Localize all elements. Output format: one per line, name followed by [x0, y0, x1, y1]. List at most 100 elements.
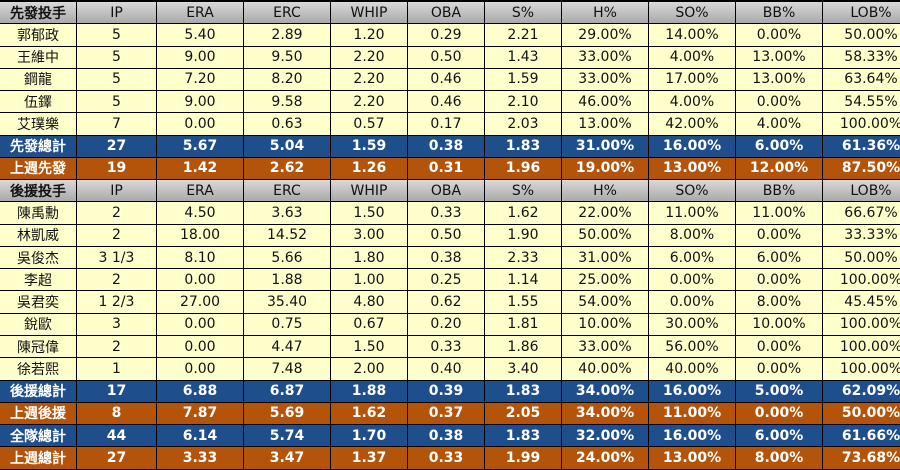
cell-ip: 2 [77, 224, 157, 247]
cell-bb-pct: 0.00% [736, 358, 823, 381]
cell-bb-pct: 0.00% [736, 24, 823, 47]
cell-era: 0.00 [157, 313, 244, 336]
cell-s-pct: 1.55 [485, 291, 562, 314]
pitcher-name-cell: 王維中 [0, 46, 77, 69]
cell-whip: 0.57 [331, 113, 408, 136]
cell-era: 7.20 [157, 68, 244, 92]
cell-lob-pct: 62.09% [823, 380, 900, 403]
cell-bb-pct: 13.00% [736, 68, 823, 92]
column-header-s-pct: S% [485, 180, 562, 203]
cell-s-pct: 1.83 [485, 425, 562, 448]
cell-oba: 0.33 [408, 202, 485, 225]
cell-lob-pct: 63.64% [823, 68, 900, 92]
cell-oba: 0.37 [408, 402, 485, 426]
cell-s-pct: 3.40 [485, 358, 562, 381]
cell-h-pct: 19.00% [562, 157, 649, 181]
cell-whip: 1.80 [331, 246, 408, 270]
column-header-erc: ERC [244, 2, 331, 25]
cell-bb-pct: 10.00% [736, 313, 823, 336]
column-header-so-pct: SO% [649, 180, 736, 203]
cell-h-pct: 31.00% [562, 135, 649, 158]
cell-erc: 2.89 [244, 24, 331, 47]
cell-ip: 5 [77, 91, 157, 114]
cell-h-pct: 54.00% [562, 291, 649, 314]
cell-bb-pct: 13.00% [736, 46, 823, 69]
cell-whip: 3.00 [331, 224, 408, 247]
cell-erc: 2.62 [244, 157, 331, 181]
cell-era: 27.00 [157, 291, 244, 314]
cell-s-pct: 1.43 [485, 46, 562, 69]
cell-so-pct: 6.00% [649, 246, 736, 270]
cell-h-pct: 13.00% [562, 113, 649, 136]
cell-so-pct: 11.00% [649, 202, 736, 225]
cell-whip: 2.20 [331, 46, 408, 69]
cell-erc: 6.87 [244, 380, 331, 403]
cell-erc: 7.48 [244, 358, 331, 381]
cell-s-pct: 1.83 [485, 380, 562, 403]
cell-so-pct: 40.00% [649, 358, 736, 381]
cell-bb-pct: 0.00% [736, 335, 823, 359]
cell-lob-pct: 66.67% [823, 202, 900, 225]
cell-erc: 14.52 [244, 224, 331, 247]
cell-oba: 0.38 [408, 425, 485, 448]
column-header-s-pct: S% [485, 2, 562, 25]
cell-h-pct: 24.00% [562, 447, 649, 470]
cell-lob-pct: 100.00% [823, 358, 900, 381]
cell-ip: 27 [77, 135, 157, 158]
pitcher-name-cell: 徐若熙 [0, 358, 77, 381]
cell-era: 6.14 [157, 425, 244, 448]
column-header-oba: OBA [408, 2, 485, 25]
cell-whip: 1.37 [331, 447, 408, 470]
cell-oba: 0.50 [408, 46, 485, 69]
cell-s-pct: 2.10 [485, 91, 562, 114]
cell-oba: 0.38 [408, 135, 485, 158]
cell-ip: 3 [77, 313, 157, 336]
column-header-ip: IP [77, 180, 157, 203]
pitcher-name-cell: 全隊總計 [0, 425, 77, 448]
cell-ip: 17 [77, 380, 157, 403]
pitcher-name-cell: 李超 [0, 269, 77, 292]
cell-erc: 0.75 [244, 313, 331, 336]
cell-h-pct: 32.00% [562, 425, 649, 448]
pitcher-name-cell: 吳俊杰 [0, 246, 77, 270]
cell-h-pct: 50.00% [562, 224, 649, 247]
column-header-lob-pct: LOB% [823, 2, 900, 25]
cell-oba: 0.39 [408, 380, 485, 403]
cell-h-pct: 34.00% [562, 380, 649, 403]
cell-oba: 0.25 [408, 269, 485, 292]
column-header-h-pct: H% [562, 180, 649, 203]
cell-lob-pct: 50.00% [823, 246, 900, 270]
cell-era: 4.50 [157, 202, 244, 225]
cell-bb-pct: 5.00% [736, 380, 823, 403]
cell-lob-pct: 61.66% [823, 425, 900, 448]
cell-lob-pct: 100.00% [823, 269, 900, 292]
cell-whip: 1.00 [331, 269, 408, 292]
cell-erc: 4.47 [244, 335, 331, 359]
cell-oba: 0.62 [408, 291, 485, 314]
pitcher-name-cell: 艾璞樂 [0, 113, 77, 136]
cell-lob-pct: 73.68% [823, 447, 900, 470]
cell-era: 0.00 [157, 269, 244, 292]
cell-ip: 19 [77, 157, 157, 181]
cell-whip: 2.20 [331, 91, 408, 114]
cell-bb-pct: 11.00% [736, 202, 823, 225]
cell-so-pct: 17.00% [649, 68, 736, 92]
cell-bb-pct: 0.00% [736, 402, 823, 426]
cell-h-pct: 29.00% [562, 24, 649, 47]
cell-so-pct: 4.00% [649, 46, 736, 69]
cell-era: 1.42 [157, 157, 244, 181]
cell-oba: 0.50 [408, 224, 485, 247]
cell-whip: 1.20 [331, 24, 408, 47]
cell-erc: 3.47 [244, 447, 331, 470]
cell-erc: 0.63 [244, 113, 331, 136]
cell-s-pct: 1.99 [485, 447, 562, 470]
cell-h-pct: 40.00% [562, 358, 649, 381]
cell-h-pct: 46.00% [562, 91, 649, 114]
column-header-bb-pct: BB% [736, 180, 823, 203]
cell-h-pct: 33.00% [562, 68, 649, 92]
cell-lob-pct: 54.55% [823, 91, 900, 114]
cell-bb-pct: 0.00% [736, 91, 823, 114]
cell-bb-pct: 6.00% [736, 246, 823, 270]
cell-erc: 5.74 [244, 425, 331, 448]
cell-lob-pct: 50.00% [823, 24, 900, 47]
